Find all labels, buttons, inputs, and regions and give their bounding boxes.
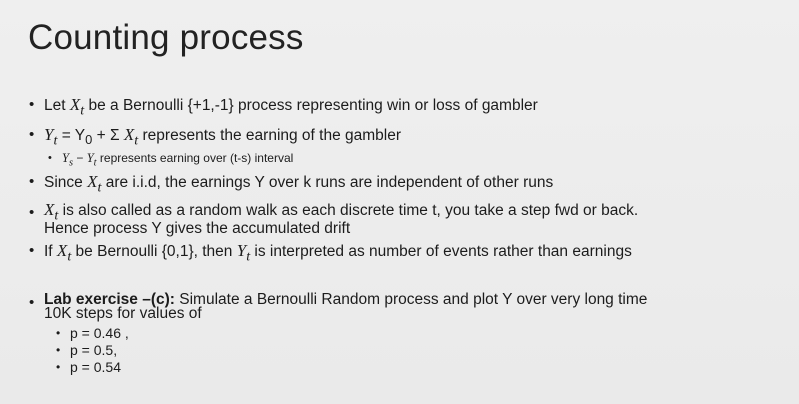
math-x: Xt	[87, 172, 102, 196]
slide-title: Counting process	[28, 18, 304, 57]
bullet-list: Let Xt be a Bernoulli {+1,-1} process re…	[28, 95, 788, 376]
p-value-item: p = 0.54	[28, 359, 788, 376]
p-value-item: p = 0.46 ,	[28, 325, 788, 342]
math-y: Yt	[44, 125, 58, 149]
bullet-earning-equation: Yt = Y0 + Σ Xt represents the earning of…	[28, 125, 788, 150]
math-x: Xt	[69, 95, 85, 119]
bullet-random-walk: Xt is also called as a random walk as ea…	[28, 199, 788, 237]
bullet-lab-exercise: Lab exercise –(c): Simulate a Bernoulli …	[28, 291, 788, 322]
math-y: Yt	[236, 241, 251, 265]
math-x: Xt	[56, 241, 72, 265]
lab-label: Lab exercise –(c):	[44, 291, 175, 309]
bullet-iid: Since Xt are i.i.d, the earnings Y over …	[28, 172, 788, 197]
math-x: Xt	[44, 199, 59, 224]
sub-bullet-interval-earning: Ys − Yt represents earning over (t-s) in…	[28, 151, 788, 171]
bullet-counting-events: If Xt be Bernoulli {0,1}, then Yt is int…	[28, 241, 788, 266]
bullet-bernoulli-process: Let Xt be a Bernoulli {+1,-1} process re…	[28, 95, 788, 120]
math-ys: Ys	[62, 150, 74, 169]
p-value-item: p = 0.5,	[28, 342, 788, 359]
math-yt: Yt	[86, 150, 97, 169]
math-x: Xt	[123, 125, 139, 149]
p-value-list: p = 0.46 , p = 0.5, p = 0.54	[28, 325, 788, 376]
